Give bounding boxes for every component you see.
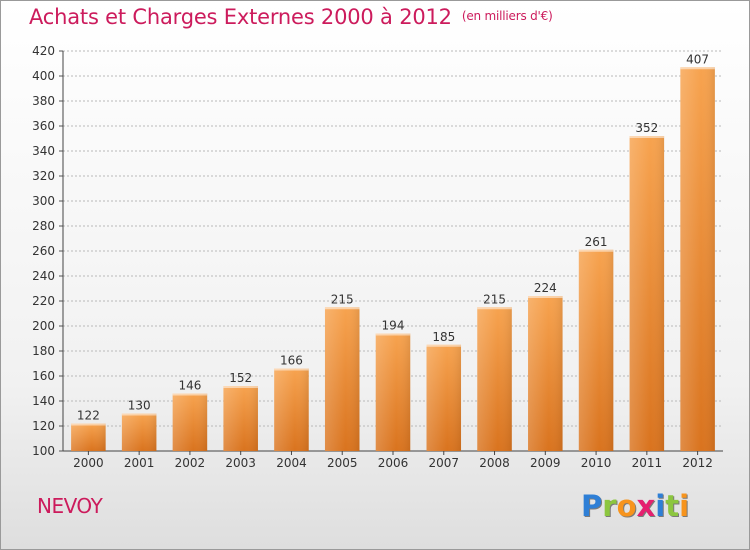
bar-shade <box>121 413 157 451</box>
bar-highlight <box>578 249 614 252</box>
bar-highlight <box>477 307 512 310</box>
bar-highlight <box>680 67 715 70</box>
bar-shade <box>680 67 715 451</box>
x-tick-label: 2010 <box>581 456 612 470</box>
y-tick-label: 240 <box>32 269 55 283</box>
y-tick-label: 160 <box>32 369 55 383</box>
brand-letter: r <box>602 489 617 523</box>
y-tick-label: 360 <box>32 119 55 133</box>
bar-highlight <box>274 368 309 371</box>
bar-shade <box>477 307 512 451</box>
bar-shade <box>629 136 665 451</box>
y-tick-label: 300 <box>32 194 55 208</box>
chart-title-text: Achats et Charges Externes 2000 à 2012 <box>29 5 452 29</box>
data-label: 130 <box>128 399 151 413</box>
bar-shade <box>324 307 360 451</box>
brand-letter: x <box>636 489 656 523</box>
bar-highlight <box>426 344 462 347</box>
bar-highlight <box>172 393 208 396</box>
bar-shade <box>528 296 563 451</box>
y-tick-label: 420 <box>32 44 55 58</box>
data-label: 152 <box>229 371 252 385</box>
bar-highlight <box>71 423 106 426</box>
chart-title: Achats et Charges Externes 2000 à 2012 (e… <box>29 5 553 29</box>
y-tick-label: 320 <box>32 169 55 183</box>
bar-shade <box>578 249 614 451</box>
x-tick-label: 2002 <box>175 456 206 470</box>
data-label: 185 <box>432 330 455 344</box>
bar-shade <box>375 333 411 451</box>
chart-subtitle: (en milliers d'€) <box>461 9 553 23</box>
x-tick-label: 2000 <box>73 456 104 470</box>
commune-name: NEVOY <box>37 494 103 518</box>
y-tick-label: 280 <box>32 219 55 233</box>
y-tick-label: 260 <box>32 244 55 258</box>
x-tick-label: 2003 <box>225 456 256 470</box>
x-tick-label: 2007 <box>428 456 459 470</box>
x-tick-label: 2005 <box>327 456 358 470</box>
y-tick-label: 100 <box>32 444 55 458</box>
brand-letter: o <box>616 489 637 523</box>
y-tick-label: 400 <box>32 69 55 83</box>
y-tick-label: 340 <box>32 144 55 158</box>
bar-shade <box>274 368 309 451</box>
data-label: 224 <box>534 281 557 295</box>
data-label: 194 <box>382 319 405 333</box>
data-label: 166 <box>280 354 303 368</box>
data-label: 146 <box>178 379 201 393</box>
bar-highlight <box>629 136 665 138</box>
data-label: 215 <box>331 292 354 306</box>
brand-letter: P <box>581 489 603 523</box>
brand-logo: Proxiti <box>581 489 689 523</box>
data-label: 215 <box>483 292 506 306</box>
data-label: 122 <box>77 409 100 423</box>
y-tick-label: 220 <box>32 294 55 308</box>
bar-highlight <box>375 333 411 336</box>
y-tick-label: 380 <box>32 94 55 108</box>
x-tick-label: 2009 <box>530 456 561 470</box>
bar-highlight <box>324 307 360 310</box>
x-tick-label: 2008 <box>479 456 510 470</box>
y-tick-label: 120 <box>32 419 55 433</box>
x-tick-label: 2004 <box>276 456 307 470</box>
brand-letter: i <box>655 489 666 523</box>
data-label: 261 <box>585 235 608 249</box>
x-tick-label: 2012 <box>682 456 713 470</box>
data-label: 407 <box>686 52 709 66</box>
bar-highlight <box>528 296 563 298</box>
bar-shade <box>71 423 106 451</box>
bar-shade <box>223 386 258 451</box>
x-tick-label: 2001 <box>124 456 155 470</box>
brand-letter: i <box>679 489 690 523</box>
brand-letter: t <box>665 489 680 523</box>
bar-shade <box>426 344 462 451</box>
bar-highlight <box>121 413 157 416</box>
y-tick-label: 140 <box>32 394 55 408</box>
x-tick-label: 2006 <box>378 456 409 470</box>
bar-shade <box>172 393 208 451</box>
data-label: 352 <box>635 121 658 135</box>
x-tick-label: 2011 <box>632 456 663 470</box>
y-tick-label: 200 <box>32 319 55 333</box>
y-tick-label: 180 <box>32 344 55 358</box>
bar-highlight <box>223 386 258 388</box>
